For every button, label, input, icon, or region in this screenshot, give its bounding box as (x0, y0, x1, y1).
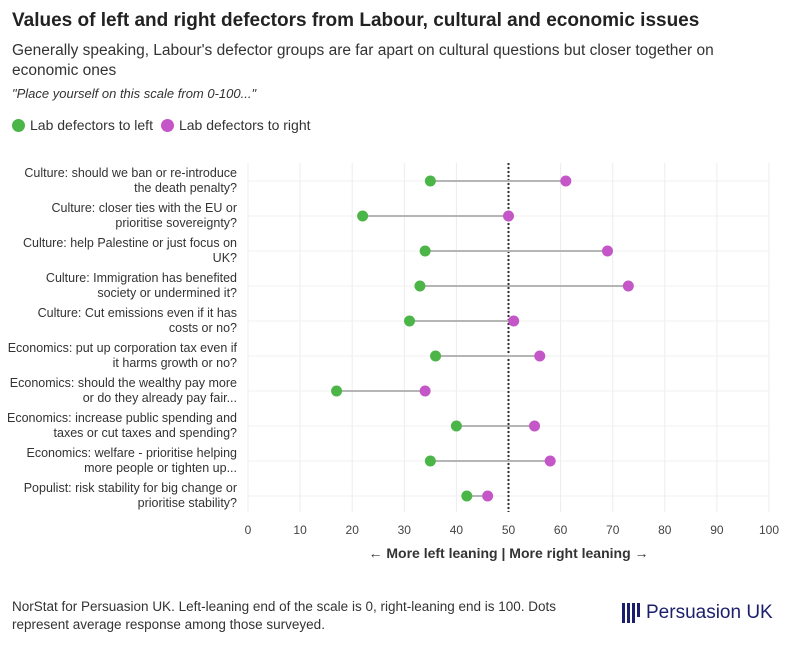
category-label: Economics: welfare - prioritise helping … (26, 446, 237, 475)
dot-left-defectors (404, 315, 416, 327)
x-tick-label: 10 (293, 523, 307, 537)
dot-right-defectors (503, 210, 514, 222)
legend: Lab defectors to left Lab defectors to r… (12, 117, 311, 133)
legend-dot-purple (160, 118, 174, 132)
dot-right-defectors (529, 420, 541, 432)
legend-item-left: Lab defectors to left (12, 117, 153, 133)
legend-item-right: Lab defectors to right (160, 117, 311, 133)
dot-left-defectors (357, 210, 369, 222)
x-tick-label: 20 (346, 523, 360, 537)
dot-left-defectors (430, 350, 442, 362)
category-label: Culture: should we ban or re-introduce t… (24, 166, 237, 195)
category-label: Populist: risk stability for big change … (23, 481, 237, 510)
x-tick-label: 90 (710, 523, 724, 537)
x-tick-label: 100 (759, 523, 779, 537)
category-label: Culture: help Palestine or just focus on… (22, 236, 237, 265)
dot-left-defectors (461, 490, 473, 502)
category-label: Culture: Cut emissions even if it has co… (37, 306, 237, 335)
dot-right-defectors (560, 175, 572, 187)
dot-left-defectors (419, 245, 431, 257)
category-label: Culture: Immigration has benefited socie… (45, 271, 237, 300)
dot-right-defectors (419, 385, 431, 397)
x-tick-label: 80 (658, 523, 672, 537)
chart-subtitle: Generally speaking, Labour's defector gr… (12, 42, 714, 79)
x-axis-label: ← More left leaning | More right leaning… (368, 545, 649, 561)
persuasion-uk-logo: Persuasion UK (622, 602, 773, 624)
category-label: Culture: closer ties with the EU or prio… (51, 201, 238, 230)
x-tick-label: 50 (502, 523, 516, 537)
legend-dot-green (12, 118, 25, 132)
logo-bars-icon (622, 603, 640, 623)
dot-left-defectors (424, 455, 436, 467)
dot-left-defectors (450, 420, 462, 432)
chart-title: Values of left and right defectors from … (12, 10, 700, 31)
dot-right-defectors (508, 315, 520, 327)
chart-note: "Place yourself on this scale from 0-100… (12, 86, 257, 101)
dot-right-defectors (601, 245, 613, 257)
x-tick-label: 30 (398, 523, 412, 537)
source-note: NorStat for Persuasion UK. Left-leaning … (12, 599, 557, 632)
category-label: Economics: put up corporation tax even i… (7, 341, 237, 370)
dot-right-defectors (544, 455, 556, 467)
dot-right-defectors (482, 490, 494, 502)
dot-left-defectors (331, 385, 343, 397)
dot-left-defectors (424, 175, 436, 187)
dot-right-defectors (622, 280, 634, 292)
legend-label: Lab defectors to right (178, 117, 311, 133)
category-label: Economics: should the wealthy pay more o… (9, 376, 237, 405)
x-tick-label: 40 (450, 523, 464, 537)
x-tick-label: 0 (245, 523, 252, 537)
x-tick-label: 60 (554, 523, 568, 537)
dot-left-defectors (414, 280, 426, 292)
dot-right-defectors (534, 350, 546, 362)
logo-text: Persuasion UK (646, 602, 773, 623)
x-tick-label: 70 (606, 523, 620, 537)
legend-label: Lab defectors to left (30, 117, 153, 133)
category-label: Economics: increase public spending and … (7, 411, 237, 440)
